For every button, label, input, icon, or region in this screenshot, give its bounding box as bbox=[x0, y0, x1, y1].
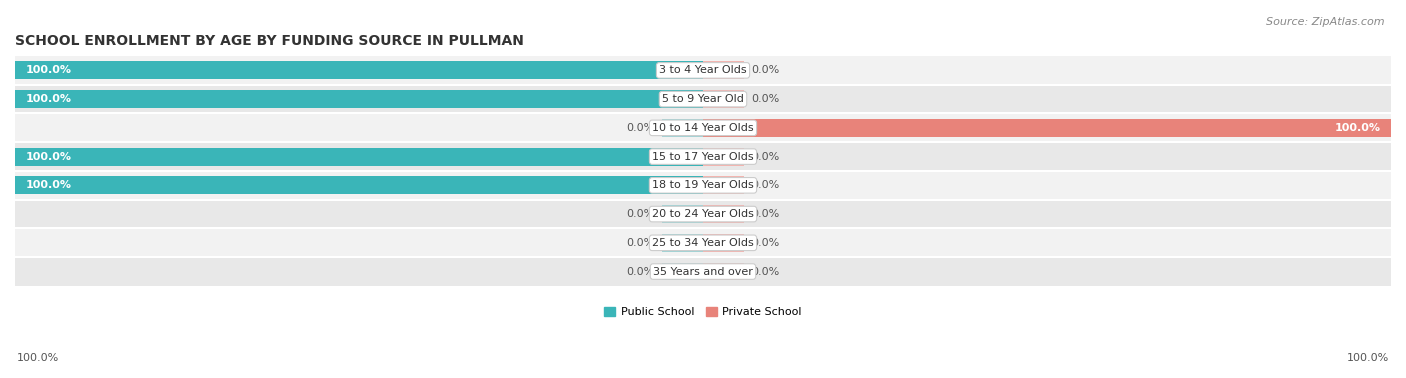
Bar bbox=[15, 200, 1391, 228]
Text: 3 to 4 Year Olds: 3 to 4 Year Olds bbox=[659, 65, 747, 75]
Text: Source: ZipAtlas.com: Source: ZipAtlas.com bbox=[1267, 17, 1385, 27]
Text: 0.0%: 0.0% bbox=[751, 266, 779, 277]
Legend: Public School, Private School: Public School, Private School bbox=[600, 303, 806, 322]
Bar bbox=[15, 62, 703, 79]
Text: 25 to 34 Year Olds: 25 to 34 Year Olds bbox=[652, 238, 754, 248]
Text: 100.0%: 100.0% bbox=[17, 353, 59, 363]
Bar bbox=[15, 113, 1391, 142]
Text: 20 to 24 Year Olds: 20 to 24 Year Olds bbox=[652, 209, 754, 219]
Bar bbox=[703, 177, 744, 194]
Bar bbox=[15, 85, 1391, 113]
Bar bbox=[662, 119, 703, 137]
Bar bbox=[703, 205, 744, 223]
Bar bbox=[703, 90, 744, 108]
Bar bbox=[15, 142, 1391, 171]
Bar bbox=[15, 148, 703, 166]
Text: 100.0%: 100.0% bbox=[25, 65, 72, 75]
Bar bbox=[15, 228, 1391, 257]
Bar bbox=[15, 90, 703, 108]
Text: 100.0%: 100.0% bbox=[25, 94, 72, 104]
Text: 15 to 17 Year Olds: 15 to 17 Year Olds bbox=[652, 152, 754, 162]
Text: SCHOOL ENROLLMENT BY AGE BY FUNDING SOURCE IN PULLMAN: SCHOOL ENROLLMENT BY AGE BY FUNDING SOUR… bbox=[15, 34, 524, 48]
Bar bbox=[703, 263, 744, 280]
Text: 0.0%: 0.0% bbox=[627, 238, 655, 248]
Text: 0.0%: 0.0% bbox=[751, 65, 779, 75]
Text: 35 Years and over: 35 Years and over bbox=[652, 266, 754, 277]
Text: 0.0%: 0.0% bbox=[751, 238, 779, 248]
Text: 5 to 9 Year Old: 5 to 9 Year Old bbox=[662, 94, 744, 104]
Text: 0.0%: 0.0% bbox=[751, 94, 779, 104]
Text: 0.0%: 0.0% bbox=[627, 209, 655, 219]
Bar bbox=[662, 234, 703, 252]
Bar bbox=[662, 263, 703, 280]
Bar bbox=[15, 177, 703, 194]
Text: 0.0%: 0.0% bbox=[751, 209, 779, 219]
Text: 100.0%: 100.0% bbox=[1334, 123, 1381, 133]
Text: 100.0%: 100.0% bbox=[25, 152, 72, 162]
Text: 0.0%: 0.0% bbox=[627, 123, 655, 133]
Text: 100.0%: 100.0% bbox=[1347, 353, 1389, 363]
Text: 10 to 14 Year Olds: 10 to 14 Year Olds bbox=[652, 123, 754, 133]
Bar bbox=[15, 257, 1391, 286]
Text: 100.0%: 100.0% bbox=[25, 180, 72, 191]
Bar bbox=[15, 171, 1391, 200]
Bar bbox=[703, 148, 744, 166]
Text: 18 to 19 Year Olds: 18 to 19 Year Olds bbox=[652, 180, 754, 191]
Bar bbox=[703, 234, 744, 252]
Bar bbox=[703, 62, 744, 79]
Text: 0.0%: 0.0% bbox=[751, 152, 779, 162]
Bar bbox=[703, 119, 1391, 137]
Text: 0.0%: 0.0% bbox=[751, 180, 779, 191]
Bar bbox=[662, 205, 703, 223]
Text: 0.0%: 0.0% bbox=[627, 266, 655, 277]
Bar bbox=[15, 56, 1391, 85]
